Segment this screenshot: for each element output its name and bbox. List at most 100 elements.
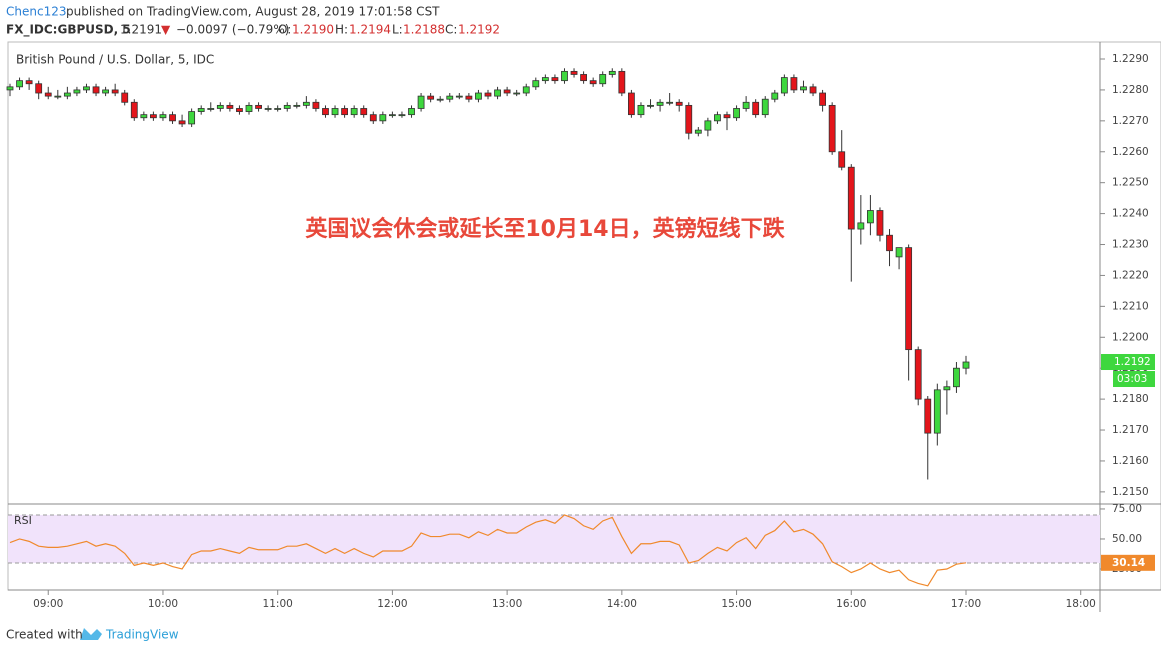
y-tick-label: 1.2260 <box>1112 146 1149 158</box>
candle-body <box>149 114 157 119</box>
candle-body <box>953 367 960 388</box>
footer-created: Created with <box>6 628 83 642</box>
candle-body <box>647 104 654 107</box>
candle-body <box>102 89 109 94</box>
candle-body <box>857 222 865 230</box>
candle-body <box>54 95 62 98</box>
y-tick-label: 1.2280 <box>1112 84 1149 96</box>
candle-body <box>933 389 941 434</box>
rsi-tick-label: 50.00 <box>1112 533 1142 545</box>
candle-body <box>302 101 310 106</box>
candle-body <box>92 86 100 94</box>
candle-body <box>178 120 186 125</box>
candle-body <box>694 129 702 134</box>
x-tick-label: 11:00 <box>263 598 293 610</box>
candle-body <box>159 114 167 119</box>
change-arrow: ▼ <box>161 23 171 37</box>
candle-body <box>819 92 826 106</box>
candle-body <box>25 80 33 85</box>
x-tick-label: 09:00 <box>33 598 63 610</box>
candle-body <box>283 104 291 109</box>
y-tick-label: 1.2210 <box>1112 300 1149 312</box>
last-price: 1.2191 <box>120 23 162 37</box>
y-tick-label: 1.2230 <box>1112 239 1149 251</box>
candle-body <box>188 111 196 125</box>
candle-body <box>522 86 530 94</box>
candle-body <box>341 108 349 116</box>
candle-body <box>360 108 368 116</box>
published-info: published on TradingView.com, August 28,… <box>66 5 440 19</box>
y-tick-label: 1.2150 <box>1112 486 1149 498</box>
x-tick-label: 10:00 <box>148 598 178 610</box>
candle-body <box>427 95 435 100</box>
high-value: 1.2194 <box>349 23 391 37</box>
candle-body <box>838 151 846 168</box>
y-tick-label: 1.2290 <box>1112 53 1149 65</box>
candle-body <box>16 80 23 88</box>
countdown-box <box>1113 371 1155 388</box>
candle-body <box>752 101 760 116</box>
candle-body <box>513 92 521 95</box>
x-tick-label: 13:00 <box>492 598 522 610</box>
y-tick-label: 1.2250 <box>1112 177 1149 189</box>
x-tick-label: 17:00 <box>951 598 981 610</box>
last-price-label: 1.2192 <box>1114 356 1151 368</box>
close-value: 1.2192 <box>458 23 500 37</box>
candle-body <box>704 120 712 131</box>
candle-body <box>685 104 693 134</box>
candle-body <box>140 114 148 119</box>
rsi-band <box>8 514 1100 563</box>
candle-body <box>771 92 779 100</box>
footer-brand[interactable]: TradingView <box>105 628 179 642</box>
candle-body <box>761 98 769 116</box>
candle-body <box>503 89 511 94</box>
candle-body <box>207 108 215 110</box>
x-tick-label: 16:00 <box>836 598 866 610</box>
candle-body <box>847 166 855 230</box>
chart-title: British Pound / U.S. Dollar, 5, IDC <box>16 53 214 67</box>
candle-body <box>637 104 645 116</box>
rsi-tick-label: 75.00 <box>1112 503 1142 515</box>
candle-body <box>809 86 817 94</box>
author[interactable]: Chenc123 <box>6 5 66 19</box>
candle-body <box>236 108 243 112</box>
candle-body <box>742 101 750 109</box>
candle-body <box>312 101 320 109</box>
candle-body <box>895 247 903 258</box>
rsi-label: RSI <box>14 514 32 527</box>
candle-body <box>130 101 138 119</box>
candle-body <box>589 80 597 85</box>
candle-body <box>264 108 272 110</box>
candle-body <box>216 104 224 109</box>
candle-body <box>293 104 301 107</box>
candle-body <box>436 98 444 101</box>
candle-body <box>723 114 731 119</box>
rsi-last-box <box>1101 554 1155 571</box>
y-tick-label: 1.2240 <box>1112 208 1149 220</box>
candle-body <box>379 114 387 122</box>
candle-body <box>111 89 119 94</box>
candle-body <box>350 108 358 116</box>
candle-body <box>561 70 568 82</box>
candle-body <box>475 92 482 100</box>
candle-body <box>255 104 262 109</box>
candle-body <box>886 234 893 252</box>
low-value: 1.2188 <box>403 23 445 37</box>
candle-body <box>675 101 683 106</box>
candle-body <box>570 70 578 75</box>
candle-body <box>63 92 71 97</box>
high-label: H: <box>335 23 348 37</box>
candle-body <box>541 77 549 82</box>
candle-body <box>608 70 616 75</box>
candle-body <box>83 86 90 91</box>
candle-body <box>408 108 415 116</box>
candle-body <box>656 101 664 106</box>
candle-body <box>494 89 501 97</box>
open-label: O: <box>278 23 291 37</box>
candle-body <box>780 77 788 94</box>
candle-body <box>580 74 587 82</box>
candle-body <box>446 95 454 100</box>
candle-body <box>733 108 740 119</box>
candle-body <box>44 92 52 97</box>
